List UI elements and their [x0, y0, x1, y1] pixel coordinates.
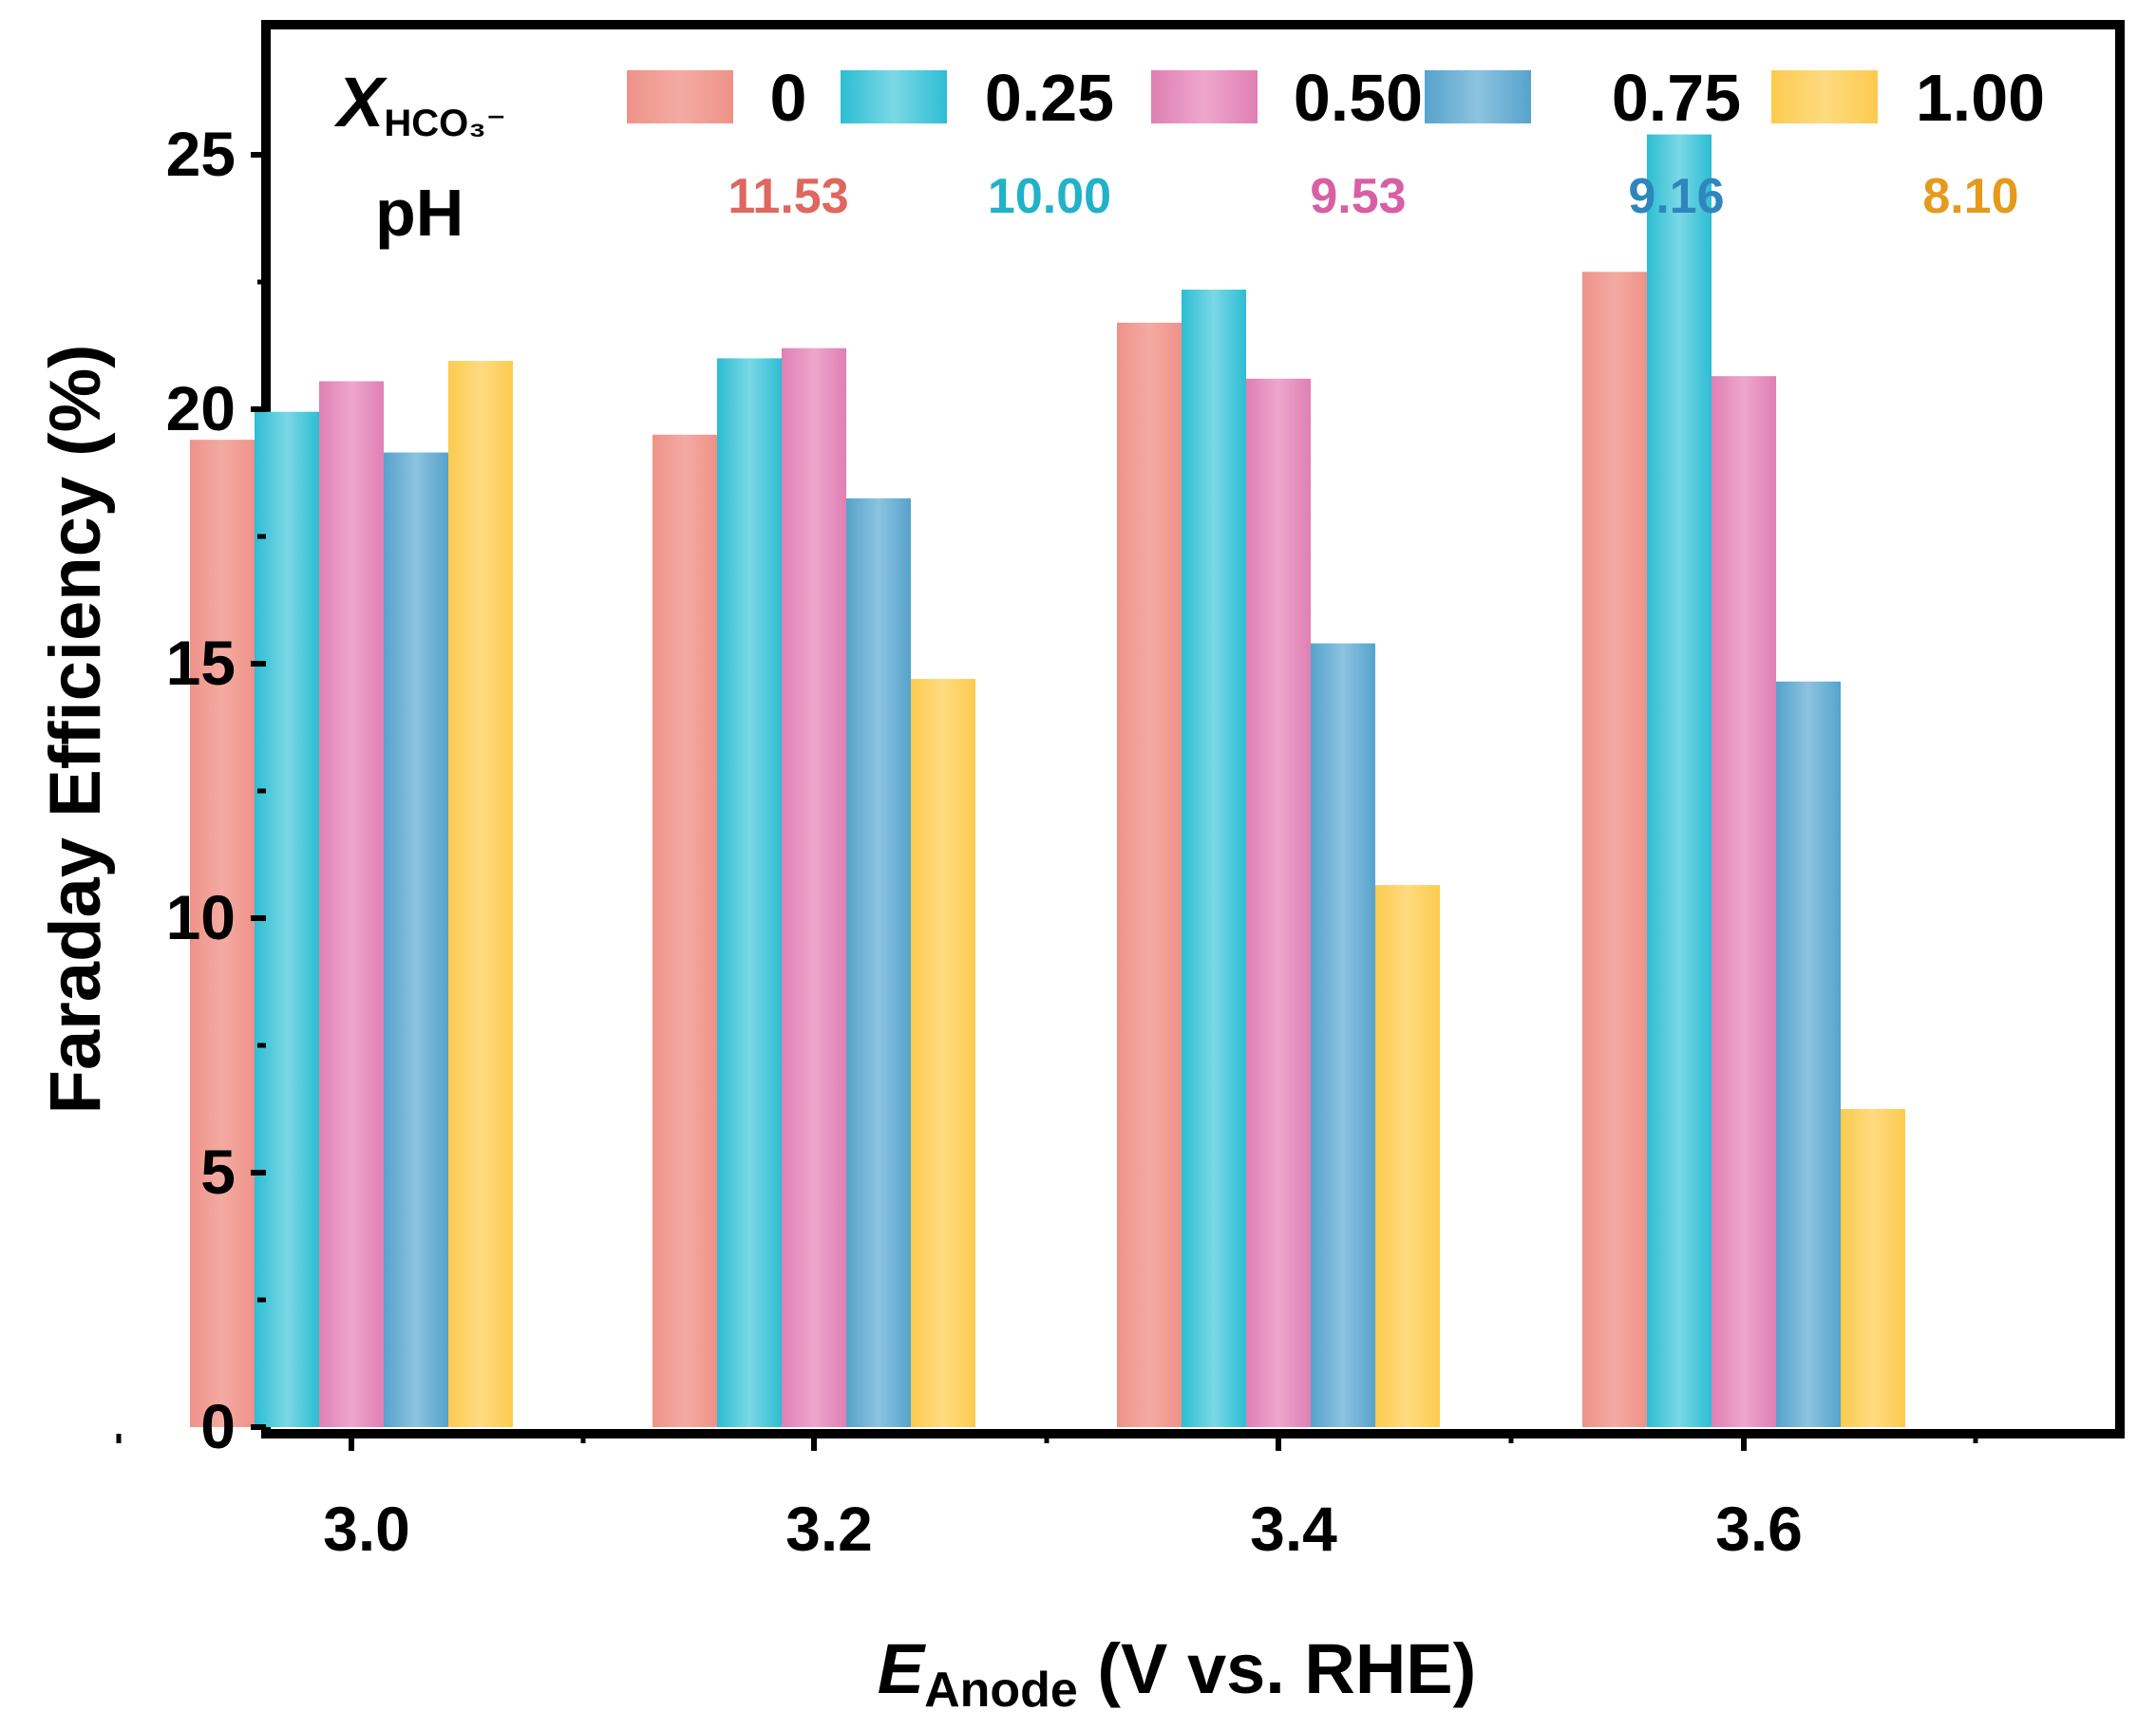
bar-0-at-3.6 — [1582, 272, 1647, 1427]
legend-swatch-1.00 — [1771, 70, 1878, 123]
legend-label-0.25: 0.25 — [985, 61, 1114, 135]
bar-0-at-3.2 — [652, 434, 717, 1427]
x-axis-label-main: E — [878, 1629, 927, 1708]
x-tick-label-3.4: 3.4 — [1250, 1494, 1337, 1564]
y-tick-label-10: 10 — [166, 882, 236, 952]
bar-0.50-at-3.0 — [319, 381, 384, 1427]
legend-title-main: X — [333, 63, 388, 141]
bar-1.00-at-3.4 — [1375, 885, 1440, 1427]
bar-0-at-3.4 — [1117, 322, 1182, 1427]
x-axis-label-sub: Anode — [924, 1663, 1078, 1718]
bars-layer — [190, 134, 1905, 1428]
x-tick-label-3.0: 3.0 — [323, 1494, 410, 1564]
legend-label-0.50: 0.50 — [1294, 61, 1423, 135]
y-axis-label: Faraday Efficiency (%) — [35, 345, 116, 1115]
legend-ph-1.00: 8.10 — [1922, 169, 2018, 224]
x-tick-label-3.6: 3.6 — [1715, 1494, 1803, 1564]
x-axis-label: EAnode (V vs. RHE) — [878, 1629, 1477, 1718]
y-tick-label-25: 25 — [166, 119, 236, 189]
x-axis-label-rest: (V vs. RHE) — [1078, 1629, 1476, 1708]
legend-ph-label: pH — [375, 176, 463, 250]
legend-label-0: 0 — [770, 61, 807, 135]
bar-0.75-at-3.0 — [384, 452, 448, 1427]
legend-swatch-0.75 — [1425, 70, 1531, 123]
legend-ph-0.50: 9.53 — [1310, 169, 1406, 224]
bar-0-at-3.0 — [190, 440, 255, 1427]
legend: 0 11.53 0.25 10.00 0.50 9.53 0.75 9.16 1.00 8.10 — [627, 61, 2045, 224]
bar-0.50-at-3.6 — [1712, 376, 1776, 1427]
bar-0.75-at-3.4 — [1311, 643, 1375, 1427]
legend-label-1.00: 1.00 — [1916, 61, 2045, 135]
x-tick-label-3.2: 3.2 — [785, 1494, 873, 1564]
bar-0.25-at-3.4 — [1182, 290, 1246, 1427]
legend-ph-0: 11.53 — [728, 169, 848, 224]
bar-1.00-at-3.0 — [448, 361, 513, 1428]
bar-0.25-at-3.2 — [717, 358, 782, 1427]
bar-1.00-at-3.6 — [1841, 1109, 1905, 1427]
bar-0.25-at-3.6 — [1647, 134, 1712, 1427]
legend-swatch-0 — [627, 70, 733, 123]
bar-0.50-at-3.4 — [1246, 378, 1311, 1428]
y-tick-label-20: 20 — [166, 373, 236, 443]
legend-swatch-0.25 — [841, 70, 947, 123]
legend-ph-0.75: 9.16 — [1628, 169, 1724, 224]
y-tick-label-0: 0 — [200, 1391, 236, 1461]
legend-ph-0.25: 10.00 — [988, 169, 1111, 224]
legend-swatch-0.50 — [1151, 70, 1258, 123]
bar-0.50-at-3.2 — [782, 348, 846, 1428]
bar-0.75-at-3.2 — [846, 498, 911, 1427]
legend-label-0.75: 0.75 — [1612, 61, 1741, 135]
legend-title-sub: HCO₃⁻ — [384, 103, 506, 144]
legend-title: XHCO₃⁻ — [333, 63, 506, 144]
y-tick-label-5: 5 — [200, 1137, 236, 1207]
bar-1.00-at-3.2 — [911, 679, 975, 1427]
axes-layer: 0 5 10 15 20 25 3.0 3.2 3.4 3.6 — [116, 119, 1978, 1564]
bar-0.75-at-3.6 — [1776, 681, 1841, 1427]
y-tick-label-15: 15 — [166, 628, 236, 698]
